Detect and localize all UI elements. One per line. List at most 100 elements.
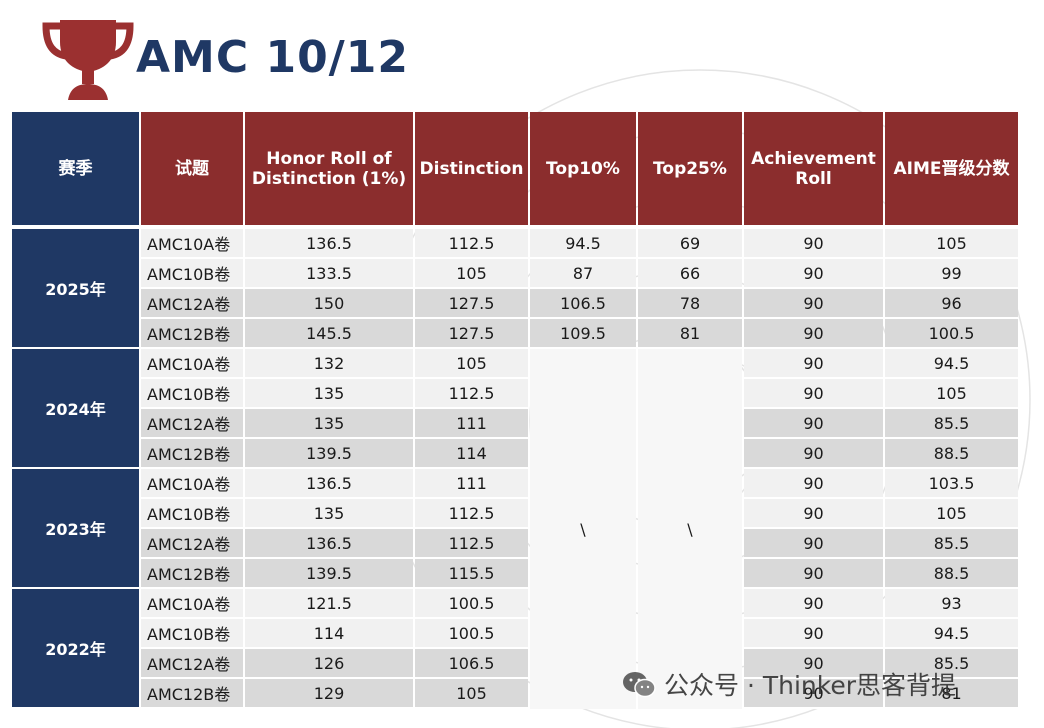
exam-cell: AMC12A卷 <box>141 289 243 319</box>
distinction-cell: 105 <box>415 349 528 379</box>
aime-cell: 99 <box>885 259 1018 289</box>
distinction-cell: 100.5 <box>415 589 528 619</box>
table-row: 2024年 AMC10A卷 132 105 \ \ 90 94.5 <box>12 349 1018 709</box>
aime-cell: 85.5 <box>885 529 1018 559</box>
distinction-cell: 112.5 <box>415 229 528 259</box>
exam-cell: AMC10A卷 <box>141 349 243 379</box>
honor-roll-cell: 139.5 <box>245 439 413 469</box>
top25-cell: 66 <box>638 259 742 289</box>
top10-cell: 106.5 <box>530 289 636 319</box>
honor-roll-cell: 135 <box>245 499 413 529</box>
achievement-roll-cell: 90 <box>744 409 883 439</box>
aime-cell: 105 <box>885 229 1018 259</box>
aime-cell: 85.5 <box>885 409 1018 439</box>
wechat-icon <box>623 672 656 698</box>
table-header-row: 赛季 试题 Honor Roll of Distinction (1%) Dis… <box>12 112 1018 225</box>
season-cell: 2023年 <box>12 469 139 589</box>
page-title: AMC 10/12 <box>136 32 409 83</box>
exam-cell: AMC12B卷 <box>141 319 243 349</box>
honor-roll-cell: 135 <box>245 409 413 439</box>
aime-cell: 93 <box>885 589 1018 619</box>
honor-roll-cell: 133.5 <box>245 259 413 289</box>
season-cell: 2024年 <box>12 349 139 469</box>
achievement-roll-cell: 90 <box>744 619 883 649</box>
header-season: 赛季 <box>12 112 139 225</box>
header-honor-roll: Honor Roll of Distinction (1%) <box>245 112 413 225</box>
honor-roll-cell: 139.5 <box>245 559 413 589</box>
honor-roll-cell: 132 <box>245 349 413 379</box>
distinction-cell: 112.5 <box>415 499 528 529</box>
header-top10: Top10% <box>530 112 636 225</box>
honor-roll-cell: 145.5 <box>245 319 413 349</box>
table-row: AMC10B卷 135 112.5 90 105 <box>12 379 1018 409</box>
aime-cell: 85.5 <box>885 649 1018 679</box>
distinction-cell: 106.5 <box>415 649 528 679</box>
honor-roll-cell: 150 <box>245 289 413 319</box>
honor-roll-cell: 126 <box>245 649 413 679</box>
aime-cell: 88.5 <box>885 439 1018 469</box>
table-row: 2022年 AMC10A卷 121.5 100.5 90 93 <box>12 589 1018 709</box>
table-row: AMC12A卷 126 106.5 90 85.5 <box>12 649 1018 679</box>
honor-roll-cell: 135 <box>245 379 413 409</box>
exam-cell: AMC12B卷 <box>141 559 243 589</box>
top25-cell: 78 <box>638 289 742 319</box>
season-cell: 2025年 <box>12 229 139 349</box>
distinction-cell: 100.5 <box>415 619 528 649</box>
top25-cell: 81 <box>638 319 742 349</box>
exam-cell: AMC10B卷 <box>141 259 243 289</box>
table-body: 2025年 AMC10A卷 136.5 112.5 94.5 69 90 105 AMC10B卷… <box>12 229 1018 709</box>
exam-cell: AMC10B卷 <box>141 379 243 409</box>
honor-roll-cell: 114 <box>245 619 413 649</box>
achievement-roll-cell: 90 <box>744 559 883 589</box>
distinction-cell: 105 <box>415 259 528 289</box>
header-exam: 试题 <box>141 112 243 225</box>
achievement-roll-cell: 90 <box>744 469 883 499</box>
achievement-roll-cell: 90 <box>744 499 883 529</box>
trophy-icon <box>42 20 134 100</box>
header-aime: AIME晋级分数 <box>885 112 1018 225</box>
aime-cell: 105 <box>885 499 1018 529</box>
exam-cell: AMC10A卷 <box>141 469 243 499</box>
exam-cell: AMC12B卷 <box>141 439 243 469</box>
achievement-roll-cell: 90 <box>744 259 883 289</box>
table-row: AMC10B卷 114 100.5 90 94.5 <box>12 619 1018 649</box>
honor-roll-cell: 136.5 <box>245 529 413 559</box>
distinction-cell: 111 <box>415 469 528 499</box>
exam-cell: AMC10B卷 <box>141 499 243 529</box>
exam-cell: AMC12A卷 <box>141 409 243 439</box>
watermark: 公众号 · Thinker思客背提 <box>622 666 956 702</box>
exam-cell: AMC12A卷 <box>141 529 243 559</box>
achievement-roll-cell: 90 <box>744 439 883 469</box>
aime-cell: 100.5 <box>885 319 1018 349</box>
table-row: AMC12B卷 129 105 90 81 <box>12 679 1018 709</box>
aime-cell: 96 <box>885 289 1018 319</box>
achievement-roll-cell: 90 <box>744 229 883 259</box>
aime-cell: 88.5 <box>885 559 1018 589</box>
honor-roll-cell: 136.5 <box>245 229 413 259</box>
header-top25: Top25% <box>638 112 742 225</box>
honor-roll-cell: 121.5 <box>245 589 413 619</box>
exam-cell: AMC12A卷 <box>141 649 243 679</box>
header-distinction: Distinction <box>415 112 528 225</box>
honor-roll-cell: 136.5 <box>245 469 413 499</box>
table-row: 2025年 AMC10A卷 136.5 112.5 94.5 69 90 105 <box>12 229 1018 349</box>
honor-roll-cell: 129 <box>245 679 413 709</box>
table-row: AMC12B卷 145.5 127.5 109.5 81 90 100.5 <box>12 319 1018 349</box>
top10-cell: 94.5 <box>530 229 636 259</box>
distinction-cell: 114 <box>415 439 528 469</box>
exam-cell: AMC10B卷 <box>141 619 243 649</box>
distinction-cell: 127.5 <box>415 289 528 319</box>
achievement-roll-cell: 90 <box>744 679 883 709</box>
achievement-roll-cell: 90 <box>744 289 883 319</box>
header-achievement-roll: Achievement Roll <box>744 112 883 225</box>
distinction-cell: 112.5 <box>415 529 528 559</box>
table-row: AMC12B卷 139.5 115.5 90 88.5 <box>12 559 1018 589</box>
distinction-cell: 127.5 <box>415 319 528 349</box>
table-row: AMC12B卷 139.5 114 90 88.5 <box>12 439 1018 469</box>
achievement-roll-cell: 90 <box>744 529 883 559</box>
top10-cell: 87 <box>530 259 636 289</box>
achievement-roll-cell: 90 <box>744 379 883 409</box>
table-row: AMC10B卷 133.5 105 87 66 90 99 <box>12 259 1018 289</box>
top25-cell: 69 <box>638 229 742 259</box>
aime-cell: 94.5 <box>885 349 1018 379</box>
